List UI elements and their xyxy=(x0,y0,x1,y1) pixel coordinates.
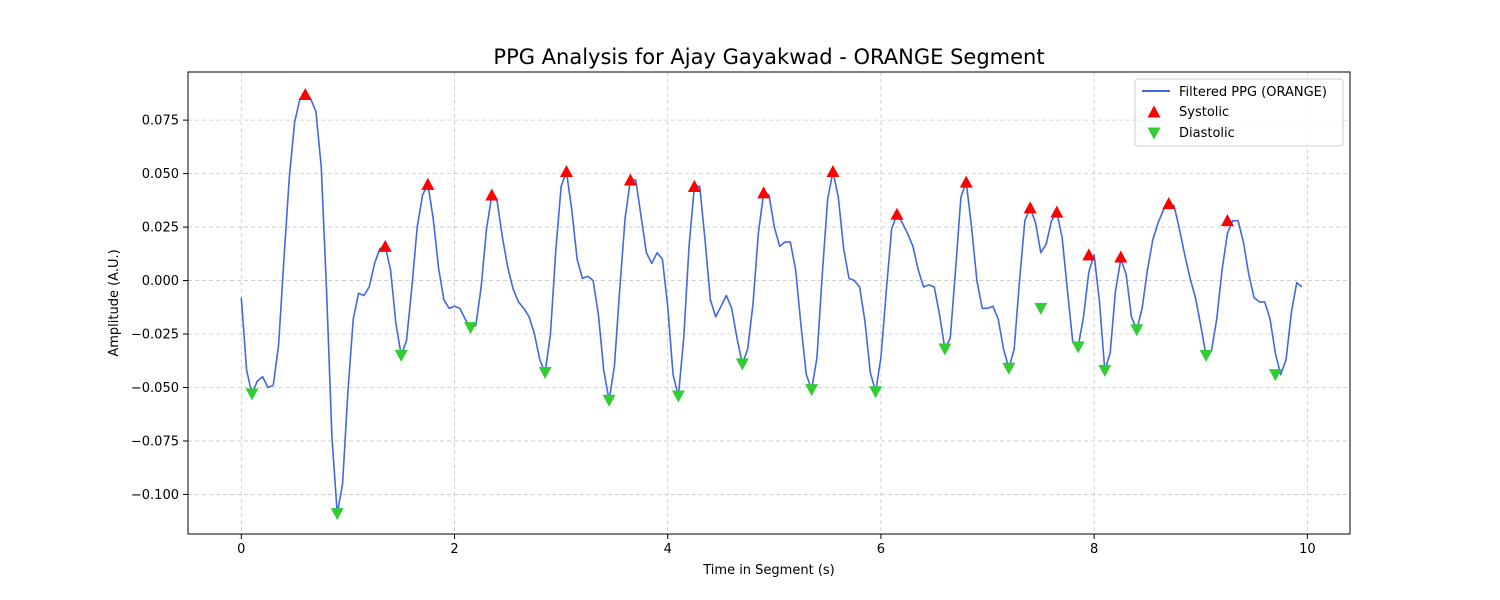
diastolic-marker xyxy=(394,349,408,362)
systolic-marker xyxy=(298,87,312,100)
x-axis: 0 2 4 6 8 10 xyxy=(237,534,1316,557)
y-tick-label: 0.050 xyxy=(142,167,179,182)
systolic-marker xyxy=(1162,197,1176,210)
legend-systolic-marker xyxy=(1147,105,1161,118)
y-tick-label: 0.075 xyxy=(142,114,179,129)
systolic-marker xyxy=(485,188,499,201)
diastolic-marker xyxy=(538,366,552,380)
legend: Filtered PPG (ORANGE) Systolic Diastolic xyxy=(1134,78,1344,147)
systolic-marker xyxy=(1220,214,1234,227)
diastolic-marker xyxy=(330,508,344,521)
systolic-marker xyxy=(1023,201,1037,214)
legend-label-filtered: Filtered PPG (ORANGE) xyxy=(1179,85,1327,100)
diastolic-marker xyxy=(602,394,616,407)
systolic-marker xyxy=(757,186,771,199)
y-tick-label: 0.025 xyxy=(142,221,179,236)
y-tick-label: −0.075 xyxy=(131,434,179,449)
x-tick-label: 4 xyxy=(664,542,672,557)
chart-title: PPG Analysis for Ajay Gayakwad - ORANGE … xyxy=(493,45,1044,69)
x-tick-label: 0 xyxy=(237,542,245,557)
plot-frame xyxy=(187,71,1351,535)
x-tick-label: 6 xyxy=(877,542,885,557)
legend-label-systolic: Systolic xyxy=(1179,105,1229,120)
diastolic-marker xyxy=(1130,324,1144,337)
systolic-marker xyxy=(559,164,573,177)
diastolic-marker xyxy=(805,384,819,397)
systolic-marker xyxy=(959,175,973,188)
x-axis-label: Time in Segment (s) xyxy=(702,563,834,578)
ppg-signal-line xyxy=(240,93,1303,515)
systolic-marker xyxy=(826,164,840,177)
diastolic-marker xyxy=(1098,364,1112,377)
systolic-marker xyxy=(623,173,637,186)
systolic-marker xyxy=(1050,205,1064,218)
y-axis-label: Amplitude (A.U.) xyxy=(107,249,122,356)
diastolic-marker xyxy=(464,322,478,335)
y-tick-label: 0.000 xyxy=(142,274,179,289)
legend-box xyxy=(1134,78,1344,147)
diastolic-marker xyxy=(735,358,749,371)
x-tick-label: 2 xyxy=(450,542,458,557)
y-tick-label: −0.025 xyxy=(131,328,179,343)
systolic-marker xyxy=(1082,248,1096,261)
systolic-marker xyxy=(378,239,392,252)
diastolic-marker xyxy=(1071,341,1085,354)
x-tick-label: 10 xyxy=(1299,542,1316,557)
diastolic-marker xyxy=(1199,349,1213,362)
y-tick-label: −0.050 xyxy=(131,381,179,396)
plot-area xyxy=(240,87,1303,521)
legend-diastolic-marker xyxy=(1147,127,1161,140)
diastolic-marker xyxy=(1034,302,1048,315)
y-tick-label: −0.100 xyxy=(131,488,179,503)
legend-label-diastolic: Diastolic xyxy=(1179,126,1235,141)
systolic-marker xyxy=(687,179,701,192)
diastolic-marker xyxy=(671,390,685,403)
diastolic-marker xyxy=(1268,369,1282,382)
systolic-marker xyxy=(1114,250,1128,263)
systolic-marker xyxy=(421,177,435,190)
systolic-marker xyxy=(890,207,904,220)
x-tick-label: 8 xyxy=(1090,542,1098,557)
diastolic-marker xyxy=(245,388,259,401)
diastolic-marker xyxy=(938,343,952,356)
y-axis: −0.100 −0.075 −0.050 −0.025 0.000 0.025 0.050 0… xyxy=(131,114,188,503)
diastolic-marker xyxy=(869,386,883,399)
diastolic-marker xyxy=(1002,362,1016,375)
